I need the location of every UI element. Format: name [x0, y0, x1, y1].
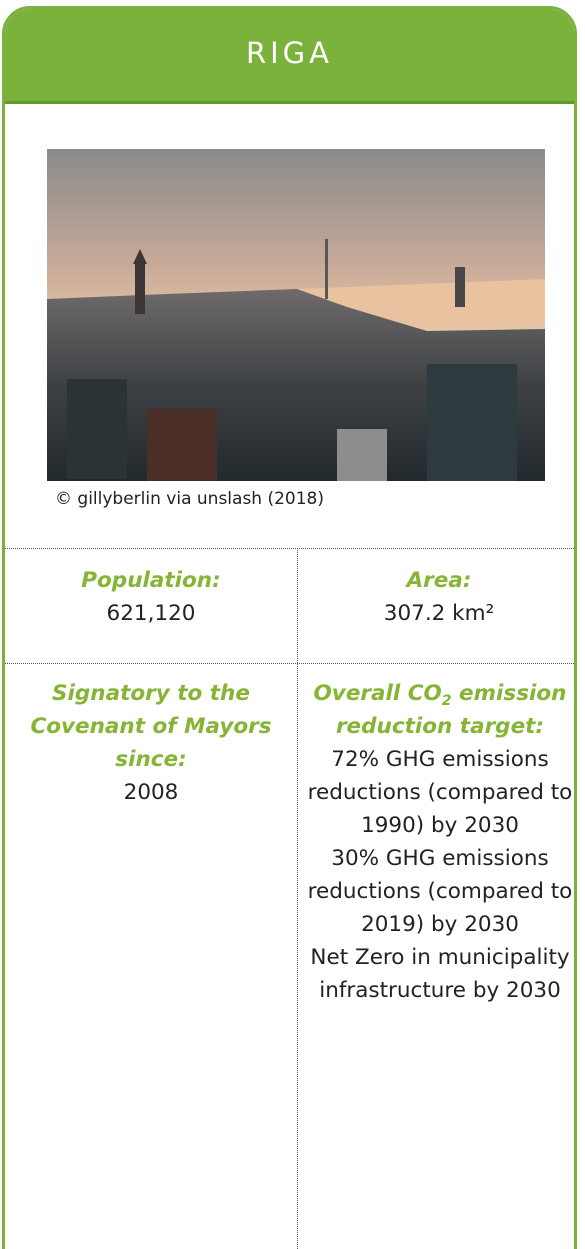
fact-label: Signatory to the Covenant of Mayors sinc… — [13, 677, 289, 776]
fact-value: Net Zero in municipality infrastructure … — [307, 941, 573, 1007]
divider — [5, 548, 574, 549]
divider — [297, 548, 298, 1249]
city-photo — [47, 149, 545, 481]
photo-caption: © gillyberlin via unslash (2018) — [55, 489, 324, 509]
label-part: Overall CO — [314, 681, 442, 706]
fact-value: 2008 — [13, 776, 289, 809]
label-subscript: 2 — [442, 693, 452, 709]
city-title: RIGA — [5, 36, 574, 70]
header: RIGA — [5, 9, 574, 104]
fact-value: 621,120 — [5, 597, 297, 630]
fact-label: Population: — [5, 564, 297, 597]
fact-value: 30% GHG emissions reductions (compared t… — [307, 842, 573, 941]
fact-label: Area: — [298, 564, 577, 597]
fact-label: Overall CO2 emission reduction target: — [307, 677, 573, 743]
fact-value: 72% GHG emissions reductions (compared t… — [307, 743, 573, 842]
divider — [5, 663, 574, 664]
city-card: RIGA © gillyberlin via unslash (2018) Po… — [2, 6, 577, 1249]
fact-value: 307.2 km² — [298, 597, 577, 630]
